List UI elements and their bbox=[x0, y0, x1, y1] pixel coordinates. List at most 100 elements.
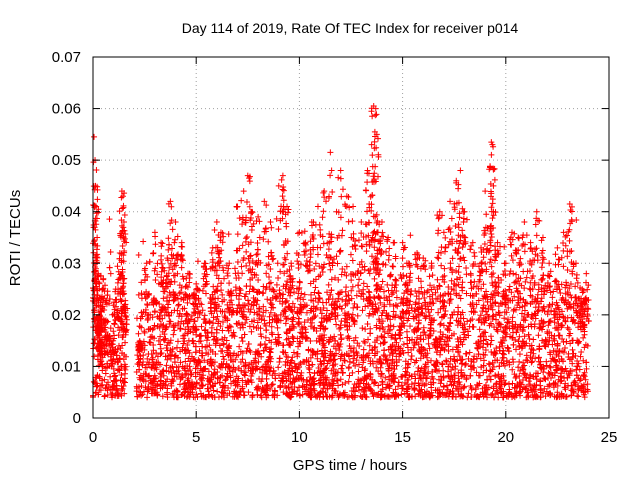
data-point bbox=[350, 344, 357, 351]
data-point bbox=[173, 344, 180, 351]
data-point bbox=[449, 346, 456, 353]
data-point bbox=[158, 268, 165, 275]
data-point bbox=[350, 387, 357, 394]
data-point bbox=[264, 296, 271, 303]
data-point bbox=[150, 249, 157, 256]
data-point bbox=[101, 393, 108, 400]
data-point bbox=[157, 351, 164, 358]
data-point bbox=[386, 382, 393, 389]
data-point bbox=[445, 323, 452, 330]
data-point bbox=[236, 343, 243, 350]
data-point bbox=[365, 381, 372, 388]
data-point bbox=[483, 288, 490, 295]
data-point bbox=[329, 310, 336, 317]
data-point bbox=[275, 226, 282, 233]
data-point bbox=[564, 324, 571, 331]
data-point bbox=[228, 380, 235, 387]
data-point bbox=[214, 369, 221, 376]
data-point bbox=[458, 373, 465, 380]
data-point bbox=[361, 339, 368, 346]
data-point bbox=[319, 214, 326, 221]
data-point bbox=[396, 332, 403, 339]
data-point bbox=[154, 271, 161, 278]
data-point bbox=[106, 216, 113, 223]
data-point bbox=[349, 218, 356, 225]
data-point bbox=[143, 260, 150, 267]
data-point bbox=[390, 239, 397, 246]
data-point bbox=[171, 353, 178, 360]
data-point bbox=[368, 108, 375, 115]
data-point bbox=[119, 242, 126, 249]
data-point bbox=[355, 368, 362, 375]
data-point bbox=[473, 340, 480, 347]
data-point bbox=[355, 237, 362, 244]
data-point bbox=[526, 335, 533, 342]
data-point bbox=[241, 363, 248, 370]
data-point bbox=[335, 174, 342, 181]
data-point bbox=[456, 353, 463, 360]
data-point bbox=[371, 244, 378, 251]
data-point bbox=[277, 384, 284, 391]
data-point bbox=[102, 370, 109, 377]
data-point bbox=[516, 389, 523, 396]
data-point bbox=[317, 322, 324, 329]
data-point bbox=[565, 326, 572, 333]
data-point bbox=[325, 281, 332, 288]
data-point bbox=[294, 388, 301, 395]
data-point bbox=[362, 326, 369, 333]
data-point bbox=[339, 362, 346, 369]
data-point bbox=[268, 301, 275, 308]
data-point bbox=[409, 336, 416, 343]
data-point bbox=[152, 241, 159, 248]
data-point bbox=[273, 294, 280, 301]
data-point bbox=[311, 370, 318, 377]
data-point bbox=[315, 289, 322, 296]
data-point bbox=[171, 236, 178, 243]
data-point bbox=[91, 353, 98, 360]
data-point bbox=[490, 363, 497, 370]
data-point bbox=[395, 379, 402, 386]
data-point bbox=[580, 334, 587, 341]
data-point bbox=[303, 335, 310, 342]
data-point bbox=[166, 352, 173, 359]
data-point bbox=[448, 367, 455, 374]
data-point bbox=[253, 251, 260, 258]
data-point bbox=[107, 270, 114, 277]
data-point bbox=[346, 343, 353, 350]
data-point bbox=[379, 229, 386, 236]
data-point bbox=[575, 393, 582, 400]
data-point bbox=[274, 324, 281, 331]
data-point bbox=[407, 270, 414, 277]
data-point bbox=[543, 358, 550, 365]
data-point bbox=[476, 343, 483, 350]
data-point bbox=[192, 349, 199, 356]
data-point bbox=[301, 252, 308, 259]
data-point bbox=[169, 245, 176, 252]
data-point bbox=[146, 258, 153, 265]
data-point bbox=[138, 324, 145, 331]
data-point bbox=[327, 149, 334, 156]
data-point bbox=[315, 273, 322, 280]
data-point bbox=[243, 199, 250, 206]
data-point bbox=[312, 260, 319, 267]
data-point bbox=[138, 279, 145, 286]
data-point bbox=[386, 352, 393, 359]
data-point bbox=[287, 342, 294, 349]
data-point bbox=[158, 243, 165, 250]
data-point bbox=[345, 378, 352, 385]
data-point bbox=[165, 246, 172, 253]
data-point bbox=[350, 355, 357, 362]
data-point bbox=[581, 344, 588, 351]
data-point bbox=[214, 283, 221, 290]
data-point bbox=[225, 231, 232, 238]
data-point bbox=[152, 277, 159, 284]
data-point bbox=[338, 336, 345, 343]
data-point bbox=[390, 263, 397, 270]
data-point bbox=[239, 221, 246, 228]
data-point bbox=[381, 329, 388, 336]
data-point bbox=[374, 265, 381, 272]
data-point bbox=[174, 233, 181, 240]
data-point bbox=[270, 367, 277, 374]
data-point bbox=[425, 340, 432, 347]
data-point bbox=[577, 353, 584, 360]
